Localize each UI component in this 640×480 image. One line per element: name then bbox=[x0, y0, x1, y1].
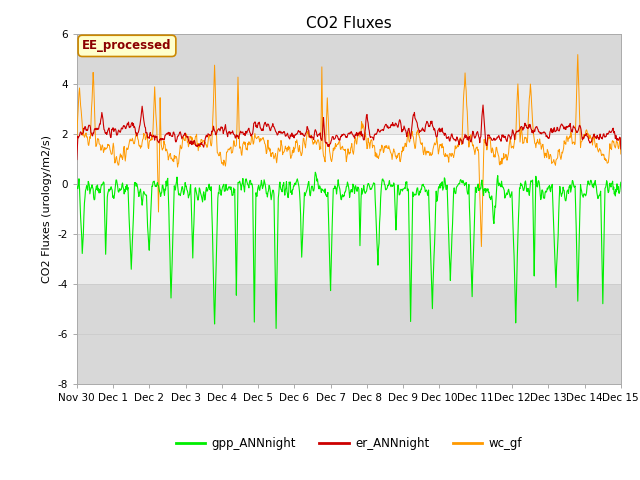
Bar bbox=[77, 34, 621, 84]
Legend: gpp_ANNnight, er_ANNnight, wc_gf: gpp_ANNnight, er_ANNnight, wc_gf bbox=[172, 433, 526, 455]
Bar bbox=[77, 234, 621, 284]
Bar bbox=[77, 134, 621, 234]
Title: CO2 Fluxes: CO2 Fluxes bbox=[306, 16, 392, 31]
Text: EE_processed: EE_processed bbox=[82, 39, 172, 52]
Y-axis label: CO2 Fluxes (urology/m2/s): CO2 Fluxes (urology/m2/s) bbox=[42, 135, 52, 283]
Bar bbox=[77, 84, 621, 134]
Bar bbox=[77, 284, 621, 384]
